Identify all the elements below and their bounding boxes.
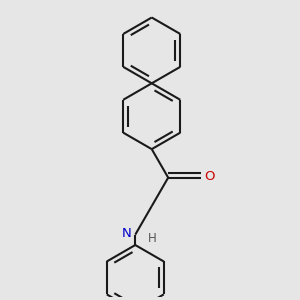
Text: N: N: [122, 227, 132, 240]
Text: O: O: [205, 170, 215, 183]
Text: H: H: [148, 232, 157, 244]
